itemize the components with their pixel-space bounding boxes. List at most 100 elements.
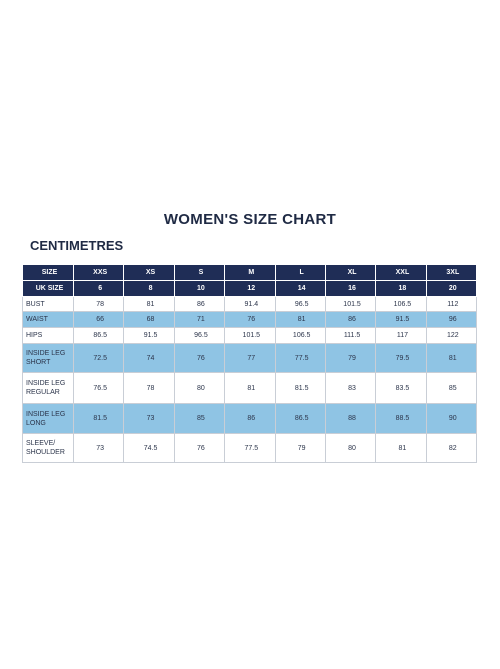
table-cell: 88: [324, 403, 377, 434]
row-label-line: INSIDE LEG: [26, 410, 66, 418]
table-cell: 79: [274, 433, 326, 463]
table-cell: 79: [324, 343, 377, 373]
units-heading: CENTIMETRES: [30, 238, 124, 253]
table-cell: 77.5: [224, 433, 276, 463]
size-col-l: L: [274, 264, 326, 281]
size-col-xxl: XXL: [375, 264, 427, 281]
table-cell: 76.5: [72, 372, 125, 404]
uk-size-value: 20: [425, 280, 478, 297]
table-cell: 86.5: [72, 327, 125, 344]
table-cell: 117: [375, 327, 427, 344]
row-label-line: REGULAR: [26, 389, 60, 396]
row-label: WAIST: [22, 311, 74, 328]
table-cell: 122: [425, 327, 478, 344]
uk-size-header-label: UK SIZE: [22, 280, 74, 297]
row-label: SLEEVE/SHOULDER: [22, 433, 74, 463]
size-header-label: SIZE: [22, 264, 74, 281]
table-cell: 68: [123, 311, 175, 328]
row-label-line: LONG: [26, 419, 46, 427]
table-cell: 66: [72, 311, 125, 328]
uk-size-value: 14: [274, 280, 326, 297]
table-cell: 78: [72, 296, 125, 312]
table-cell: 73: [123, 403, 175, 434]
table-cell: 106.5: [274, 327, 326, 344]
table-cell: 90: [425, 403, 478, 434]
table-cell: 76: [173, 343, 226, 373]
table-cell: 86: [224, 403, 276, 434]
table-cell: 82: [425, 433, 478, 463]
table-cell: 91.5: [375, 311, 427, 328]
table-cell: 91.5: [123, 327, 175, 344]
table-cell: 81: [425, 343, 478, 373]
table-cell: 111.5: [324, 327, 377, 344]
table-cell: 81: [224, 372, 276, 404]
size-table: SIZE XXS XS S M L XL XXL 3XL UK SIZE 6 8…: [22, 264, 478, 463]
size-header-row: SIZE XXS XS S M L XL XXL 3XL: [22, 264, 478, 281]
chart-title: WOMEN'S SIZE CHART: [163, 211, 337, 228]
table-cell: 91.4: [224, 296, 276, 312]
table-cell: 86.5: [274, 403, 326, 434]
row-label-line: SHORT: [26, 359, 51, 366]
row-label-line: INSIDE LEG: [26, 350, 66, 357]
table-cell: 73: [72, 433, 125, 463]
uk-size-value: 16: [324, 280, 377, 297]
uk-size-value: 10: [173, 280, 226, 297]
row-label-line: INSIDE LEG: [26, 380, 66, 387]
table-cell: 112: [425, 296, 478, 312]
table-cell: 80: [324, 433, 377, 463]
table-cell: 83: [324, 372, 377, 404]
table-cell: 101.5: [324, 296, 377, 312]
size-col-s: S: [173, 264, 226, 281]
table-row-inside-leg-short: INSIDE LEG SHORT 72.5 74 76 77 77.5 79 79…: [22, 343, 478, 373]
row-label-line: SHOULDER: [26, 449, 65, 456]
table-cell: 81: [274, 311, 326, 328]
uk-size-value: 6: [72, 280, 125, 297]
row-label: INSIDE LEG LONG: [22, 403, 74, 434]
table-cell: 79.5: [375, 343, 427, 373]
table-cell: 86: [173, 296, 226, 312]
table-row-inside-leg-regular: INSIDE LEG REGULAR 76.5 78 80 81 81.5 83 …: [22, 372, 478, 404]
row-label-line: SLEEVE/: [26, 440, 56, 447]
table-cell: 96.5: [173, 327, 226, 344]
uk-size-value: 12: [224, 280, 276, 297]
table-row-inside-leg-long: INSIDE LEG LONG 81.5 73 85 86 86.5 88 88.…: [22, 403, 478, 434]
table-cell: 81: [123, 296, 175, 312]
size-col-xl: XL: [324, 264, 377, 281]
table-cell: 76: [173, 433, 226, 463]
row-label: INSIDE LEG REGULAR: [22, 372, 74, 404]
table-row-hips: HIPS 86.5 91.5 96.5 101.5 106.5 111.5 11…: [22, 327, 478, 344]
table-cell: 86: [324, 311, 377, 328]
table-cell: 71: [173, 311, 226, 328]
table-cell: 88.5: [375, 403, 427, 434]
table-cell: 101.5: [224, 327, 276, 344]
table-cell: 80: [173, 372, 226, 404]
table-cell: 77: [224, 343, 276, 373]
size-col-xxs: XXS: [72, 264, 125, 281]
table-cell: 96: [425, 311, 478, 328]
table-cell: 74.5: [123, 433, 175, 463]
size-col-m: M: [224, 264, 276, 281]
row-label: INSIDE LEG SHORT: [22, 343, 74, 373]
uk-size-value: 8: [123, 280, 175, 297]
row-label: HIPS: [22, 327, 74, 344]
table-row-waist: WAIST 66 68 71 76 81 86 91.5 96: [22, 311, 478, 328]
uk-size-header-row: UK SIZE 6 8 10 12 14 16 18 20: [22, 280, 478, 297]
table-cell: 96.5: [274, 296, 326, 312]
table-cell: 83.5: [375, 372, 427, 404]
table-row-bust: BUST 78 81 86 91.4 96.5 101.5 106.5 112: [22, 296, 478, 312]
table-cell: 72.5: [72, 343, 125, 373]
table-cell: 81.5: [274, 372, 326, 404]
table-cell: 77.5: [274, 343, 326, 373]
table-cell: 85: [173, 403, 226, 434]
table-cell: 76: [224, 311, 276, 328]
table-cell: 81: [375, 433, 427, 463]
row-label: BUST: [22, 296, 74, 312]
table-cell: 106.5: [375, 296, 427, 312]
table-cell: 81.5: [72, 403, 125, 434]
table-cell: 85: [425, 372, 478, 404]
size-col-xs: XS: [123, 264, 175, 281]
size-col-3xl: 3XL: [425, 264, 478, 281]
uk-size-value: 18: [375, 280, 427, 297]
table-cell: 74: [123, 343, 175, 373]
table-row-sleeve-shoulder: SLEEVE/SHOULDER 73 74.5 76 77.5 79 80 81…: [22, 433, 478, 463]
